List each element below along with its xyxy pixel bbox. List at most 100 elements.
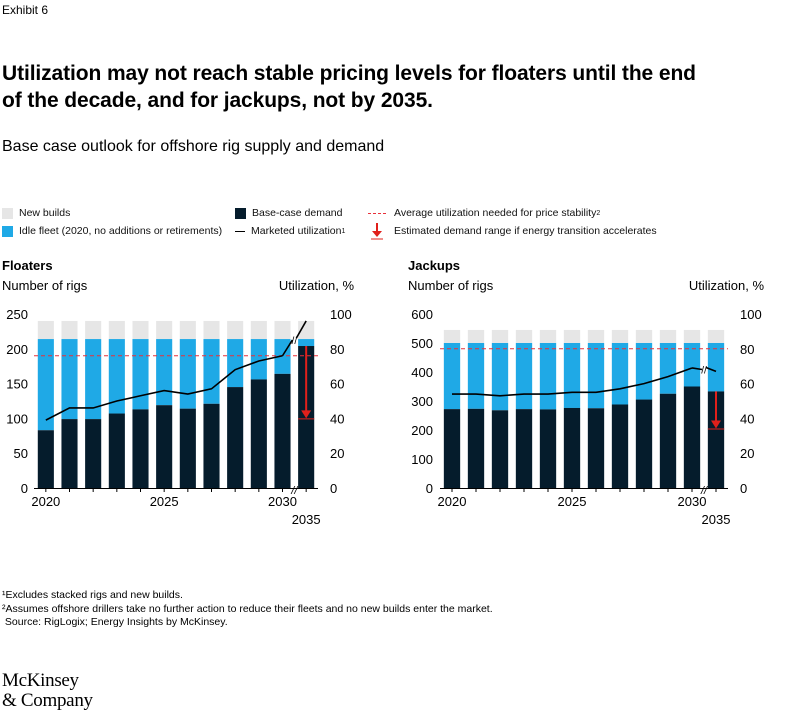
bar-new-builds	[467, 329, 485, 343]
bar-base-case-demand	[587, 408, 605, 488]
logo-line-1: McKinsey	[2, 670, 79, 691]
axis-break-mark: //	[700, 485, 708, 497]
bar-new-builds	[515, 329, 533, 343]
utilization-line-segment	[295, 320, 307, 339]
y-tick-label: 150	[6, 377, 28, 392]
legend-price-stability: Average utilization needed for price sta…	[368, 207, 600, 219]
legend-label: New builds	[19, 207, 71, 219]
bar-idle-fleet	[132, 339, 149, 410]
demand-range-arrow-head	[301, 410, 312, 419]
bar-new-builds	[274, 320, 291, 340]
utilization-line-segment	[705, 366, 717, 373]
y-tick-label: 200	[411, 423, 433, 438]
bar-idle-fleet	[635, 343, 653, 400]
legend-swatch-base-case	[235, 207, 246, 219]
y-tick-label: 250	[6, 307, 28, 322]
jackups-chart: Jackups Number of rigs Utilization, % 0 100 2…	[408, 258, 764, 527]
y-tick-label: 100	[411, 452, 433, 467]
bar-new-builds	[203, 320, 220, 340]
bar-idle-fleet	[443, 343, 461, 410]
y2-axis-label: Utilization, %	[689, 278, 765, 293]
legend-marketed-utilization: Marketed utilization 1	[235, 225, 345, 237]
bar-base-case-demand	[132, 409, 149, 488]
bar-new-builds	[156, 320, 173, 340]
y-tick-label: 400	[411, 365, 433, 380]
bar-idle-fleet	[539, 343, 557, 410]
chart-subtitle: Base case outlook for offshore rig suppl…	[2, 138, 385, 155]
bar-idle-fleet	[37, 339, 54, 431]
legend-label: Marketed utilization	[251, 225, 342, 237]
panel-title: Floaters	[2, 258, 53, 273]
bar-idle-fleet	[179, 339, 196, 409]
y2-tick-label: 60	[330, 377, 344, 392]
bar-idle-fleet	[491, 343, 509, 411]
bar-new-builds	[443, 329, 461, 343]
bar-new-builds	[227, 320, 244, 340]
line-break-mark: //	[292, 336, 298, 347]
utilization-line	[45, 354, 283, 421]
legend-new-builds: New builds	[2, 207, 70, 219]
legend-swatch-price-stability	[368, 212, 386, 214]
x-tick-label: 2030	[678, 494, 707, 509]
y-tick-label: 50	[14, 446, 28, 461]
bar-new-builds	[683, 329, 701, 343]
axis-break-mark: //	[290, 485, 298, 497]
x-tick-label: 2035	[292, 512, 321, 527]
bar-idle-fleet	[659, 343, 677, 394]
legend-swatch-idle-fleet	[2, 225, 13, 237]
y-tick-label: 200	[6, 342, 28, 357]
y2-tick-label: 60	[740, 377, 754, 392]
demand-range-arrow-head	[711, 420, 721, 429]
bar-new-builds	[132, 320, 149, 340]
legend-label: Average utilization needed for price sta…	[394, 207, 597, 219]
bar-new-builds	[491, 329, 509, 343]
bar-base-case-demand	[274, 373, 291, 488]
bar-base-case-demand	[250, 379, 267, 488]
bar-base-case-demand	[37, 430, 54, 488]
bar-new-builds	[587, 329, 605, 343]
bar-new-builds	[611, 329, 629, 343]
bar-base-case-demand	[611, 404, 629, 488]
bar-new-builds	[85, 320, 102, 340]
logo-line-2: & Company	[2, 690, 93, 711]
down-arrow-icon	[371, 223, 383, 240]
charts-area: Floaters Number of rigs Utilization, % 0 50 1…	[2, 258, 764, 527]
y-tick-label: 0	[426, 481, 433, 496]
bar-idle-fleet	[85, 339, 102, 420]
x-tick-label: 2025	[558, 494, 587, 509]
bar-new-builds	[563, 329, 581, 343]
utilization-line-segment	[281, 339, 294, 357]
bar-base-case-demand	[635, 399, 653, 488]
bar-idle-fleet	[108, 339, 125, 414]
bar-new-builds	[250, 320, 267, 340]
bar-idle-fleet	[563, 343, 581, 408]
y2-axis-label: Utilization, %	[279, 278, 355, 293]
legend-swatch-utilization-line	[235, 230, 245, 232]
bar-base-case-demand	[156, 405, 173, 488]
bar-idle-fleet	[611, 343, 629, 405]
x-tick-label: 2020	[438, 494, 467, 509]
bar-base-case-demand	[179, 408, 196, 488]
bar-idle-fleet	[61, 339, 78, 420]
bar-base-case-demand	[443, 409, 461, 488]
line-break-mark: //	[701, 366, 707, 377]
bar-base-case-demand	[683, 386, 701, 488]
bar-base-case-demand	[515, 409, 533, 488]
bar-base-case-demand	[467, 408, 485, 488]
source-note: Source: RigLogix; Energy Insights by McK…	[2, 616, 228, 628]
legend-label: Base-case demand	[252, 207, 343, 219]
bar-base-case-demand	[203, 403, 220, 488]
utilization-line-segment	[691, 367, 703, 371]
bar-idle-fleet	[298, 339, 315, 347]
bar-idle-fleet	[515, 343, 533, 410]
legend-swatch-new-builds	[2, 207, 13, 219]
legend-base-case: Base-case demand	[235, 207, 342, 219]
utilization-line	[452, 367, 693, 397]
x-tick-label: 2020	[31, 494, 60, 509]
bar-base-case-demand	[539, 409, 557, 488]
footnote-ref: 2	[596, 209, 601, 217]
y-axis-label: Number of rigs	[408, 278, 494, 293]
legend-label: Estimated demand range if energy transit…	[394, 225, 657, 237]
y-tick-label: 300	[411, 394, 433, 409]
bar-base-case-demand	[491, 410, 509, 488]
